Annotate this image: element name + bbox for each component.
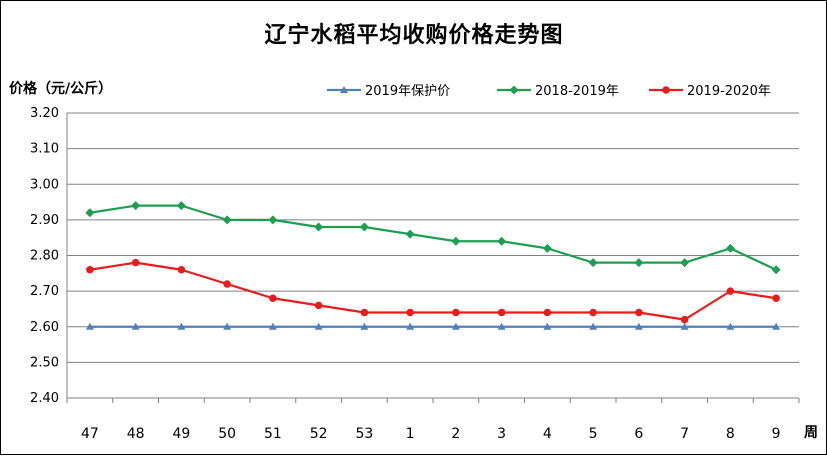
y-tick-label: 2.50 bbox=[30, 355, 59, 370]
data-point-2 bbox=[542, 243, 552, 253]
x-tick-label: 48 bbox=[127, 426, 145, 442]
legend: 2019年保护价 2018-2019年 2019-2020年 bbox=[327, 84, 771, 99]
x-tick-label: 2 bbox=[451, 426, 460, 442]
y-tick-label: 2.80 bbox=[30, 249, 59, 264]
data-point-1 bbox=[680, 322, 689, 330]
data-point-3 bbox=[314, 301, 323, 310]
data-point-2 bbox=[359, 222, 369, 232]
data-point-3 bbox=[131, 258, 140, 267]
x-tick-label: 49 bbox=[172, 426, 190, 442]
x-tick-label: 52 bbox=[310, 426, 328, 442]
series-line-3 bbox=[89, 261, 777, 321]
data-point-2 bbox=[771, 265, 781, 275]
legend-label-3: 2019-2020年 bbox=[687, 84, 771, 99]
x-tick-label: 51 bbox=[264, 426, 282, 442]
y-tick-label: 2.60 bbox=[30, 320, 59, 335]
series-line-2 bbox=[89, 204, 777, 271]
data-point-3 bbox=[543, 308, 552, 317]
data-point-1 bbox=[131, 322, 140, 330]
data-point-2 bbox=[176, 201, 186, 211]
data-point-1 bbox=[360, 322, 369, 330]
data-point-2 bbox=[405, 229, 415, 239]
data-point-3 bbox=[680, 315, 689, 324]
x-tick-label: 53 bbox=[355, 426, 373, 442]
x-tick-label: 1 bbox=[406, 426, 415, 442]
data-point-1 bbox=[85, 322, 94, 330]
x-tick-label: 6 bbox=[634, 426, 643, 442]
data-point-1 bbox=[177, 322, 186, 330]
data-point-1 bbox=[634, 322, 643, 330]
data-point-2 bbox=[268, 215, 278, 225]
data-point-3 bbox=[589, 308, 597, 317]
x-tick-label: 7 bbox=[680, 426, 689, 442]
x-tick-label: 47 bbox=[81, 426, 99, 442]
data-point-3 bbox=[772, 294, 780, 303]
data-point-2 bbox=[85, 208, 95, 218]
data-point-3 bbox=[269, 294, 277, 303]
y-tick-label: 3.20 bbox=[30, 106, 59, 121]
data-point-2 bbox=[680, 258, 690, 268]
data-point-2 bbox=[451, 236, 461, 246]
legend-marker-3 bbox=[662, 86, 670, 94]
x-tick-label: 3 bbox=[497, 426, 506, 442]
data-point-3 bbox=[497, 308, 506, 317]
data-point-2 bbox=[497, 236, 507, 246]
x-tick-label: 50 bbox=[218, 426, 236, 442]
data-point-1 bbox=[451, 322, 460, 330]
data-point-2 bbox=[131, 201, 141, 211]
x-tick-label: 9 bbox=[772, 426, 781, 442]
legend-marker-1 bbox=[340, 86, 348, 93]
data-point-1 bbox=[497, 322, 506, 330]
data-point-1 bbox=[772, 322, 781, 330]
data-point-2 bbox=[725, 243, 735, 253]
x-tick-label: 8 bbox=[726, 426, 735, 442]
data-point-1 bbox=[726, 322, 735, 330]
data-point-3 bbox=[86, 265, 94, 274]
y-tick-label: 2.90 bbox=[30, 213, 59, 228]
data-point-1 bbox=[268, 322, 277, 330]
y-tick-label: 3.00 bbox=[30, 177, 59, 192]
data-point-1 bbox=[406, 322, 415, 330]
data-point-1 bbox=[543, 322, 552, 330]
data-point-2 bbox=[634, 258, 644, 268]
data-point-3 bbox=[177, 265, 186, 274]
x-axis-title: 周 bbox=[804, 425, 818, 441]
legend-label-2: 2018-2019年 bbox=[535, 84, 619, 99]
data-point-2 bbox=[588, 258, 598, 268]
chart-title: 辽宁水稻平均收购价格走势图 bbox=[264, 22, 563, 48]
data-point-3 bbox=[406, 308, 414, 317]
data-point-3 bbox=[223, 280, 231, 288]
y-tick-label: 2.70 bbox=[30, 284, 59, 299]
legend-marker-2 bbox=[509, 85, 519, 95]
y-tick-label: 3.10 bbox=[30, 142, 59, 157]
data-point-3 bbox=[452, 308, 460, 317]
x-tick-label: 5 bbox=[589, 426, 598, 442]
data-point-3 bbox=[635, 308, 643, 317]
data-point-2 bbox=[314, 222, 324, 232]
data-point-1 bbox=[314, 322, 323, 330]
data-point-3 bbox=[726, 287, 735, 295]
data-point-2 bbox=[222, 215, 232, 225]
y-tick-label: 2.40 bbox=[30, 391, 59, 406]
x-tick-label: 4 bbox=[543, 426, 552, 442]
data-point-1 bbox=[589, 322, 598, 330]
legend-label-1: 2019年保护价 bbox=[365, 84, 450, 99]
data-point-3 bbox=[360, 308, 369, 317]
data-point-1 bbox=[223, 322, 232, 330]
y-axis-title: 价格（元/公斤） bbox=[9, 80, 112, 97]
